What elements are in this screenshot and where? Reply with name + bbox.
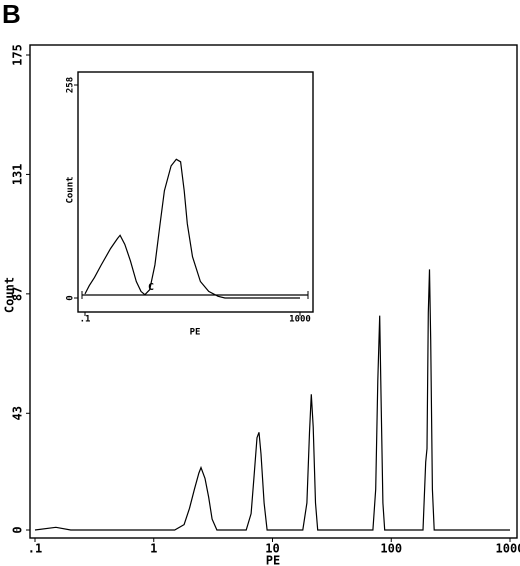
main-frame xyxy=(29,44,518,539)
histogram-line xyxy=(34,269,510,531)
y-tick-label: 175 xyxy=(11,44,25,66)
y-tick-label: 43 xyxy=(11,406,25,420)
y-tick-label: 0 xyxy=(66,295,76,300)
inset-frame xyxy=(77,71,314,313)
x-axis-label: PE xyxy=(266,554,280,566)
y-axis-label: Count xyxy=(3,277,17,313)
y-tick-label: 131 xyxy=(11,164,25,186)
x-tick-label: .1 xyxy=(80,315,91,325)
x-tick-label: 1 xyxy=(150,542,157,556)
y-tick-label: 258 xyxy=(66,77,76,93)
x-axis-label: PE xyxy=(190,328,201,338)
gate-label: C xyxy=(148,282,154,293)
y-axis-label: Count xyxy=(66,176,76,203)
y-tick-label: 87 xyxy=(11,287,25,301)
histogram-line xyxy=(84,158,300,299)
x-tick-label: .1 xyxy=(28,542,42,556)
y-tick-label: 0 xyxy=(11,526,25,533)
x-tick-label: 1000 xyxy=(496,542,520,556)
x-tick-label: 1000 xyxy=(289,315,311,325)
x-tick-label: 100 xyxy=(380,542,402,556)
panel-label: B xyxy=(2,0,21,29)
x-tick-label: 10 xyxy=(265,542,279,556)
